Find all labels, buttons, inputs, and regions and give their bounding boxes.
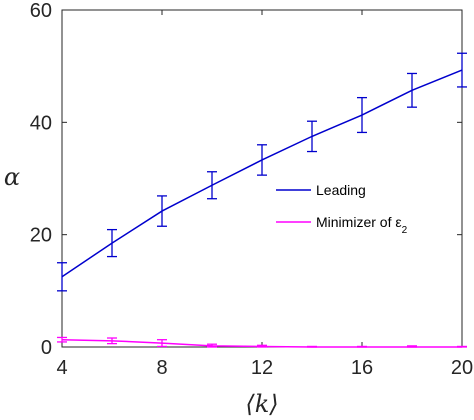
legend-label-minimizer-subscript: 2 [402,225,408,236]
error-bar-leading [407,72,417,108]
error-bar-minimizer [157,339,167,348]
error-bar-minimizer [257,344,267,348]
series-layer [57,52,467,348]
legend-label-minimizer: Minimizer of ε2 [316,214,408,236]
error-bar-minimizer [207,343,217,348]
x-tick-label: 16 [351,357,373,379]
error-bar-minimizer [457,345,467,348]
x-axis-label: ⟨k⟩ [245,390,278,418]
error-bar-leading [307,120,317,153]
y-axis-label: α [4,163,20,191]
error-bar-leading [357,96,367,134]
error-bar-minimizer [107,337,117,345]
x-tick-label: 12 [251,357,273,379]
plot-area [61,9,463,348]
series-leading [57,52,467,292]
error-bar-leading [107,228,117,258]
x-tick-label: 4 [56,357,67,379]
axis-ticks: 4 8 12 16 20 0 20 40 60 [30,0,473,379]
y-tick-label: 40 [30,112,52,134]
legend-label-minimizer-main: Minimizer of ε [316,214,402,230]
error-bar-minimizer [307,345,317,348]
error-bar-minimizer [57,336,67,343]
error-bar-leading [157,195,167,227]
y-tick-label: 0 [41,337,52,359]
error-bar-leading [207,171,217,200]
x-tick-label: 20 [451,357,473,379]
legend: Leading Minimizer of ε2 [276,182,408,236]
y-tick-label: 60 [30,0,52,22]
error-bar-leading [57,262,67,292]
legend-label-leading: Leading [316,182,366,198]
x-tick-label: 8 [156,357,167,379]
series-minimizer [57,336,467,348]
error-bar-leading [257,144,267,176]
error-bar-minimizer [407,345,417,348]
y-tick-label: 20 [30,225,52,247]
error-bar-minimizer [357,345,367,348]
error-bar-leading [457,52,467,88]
